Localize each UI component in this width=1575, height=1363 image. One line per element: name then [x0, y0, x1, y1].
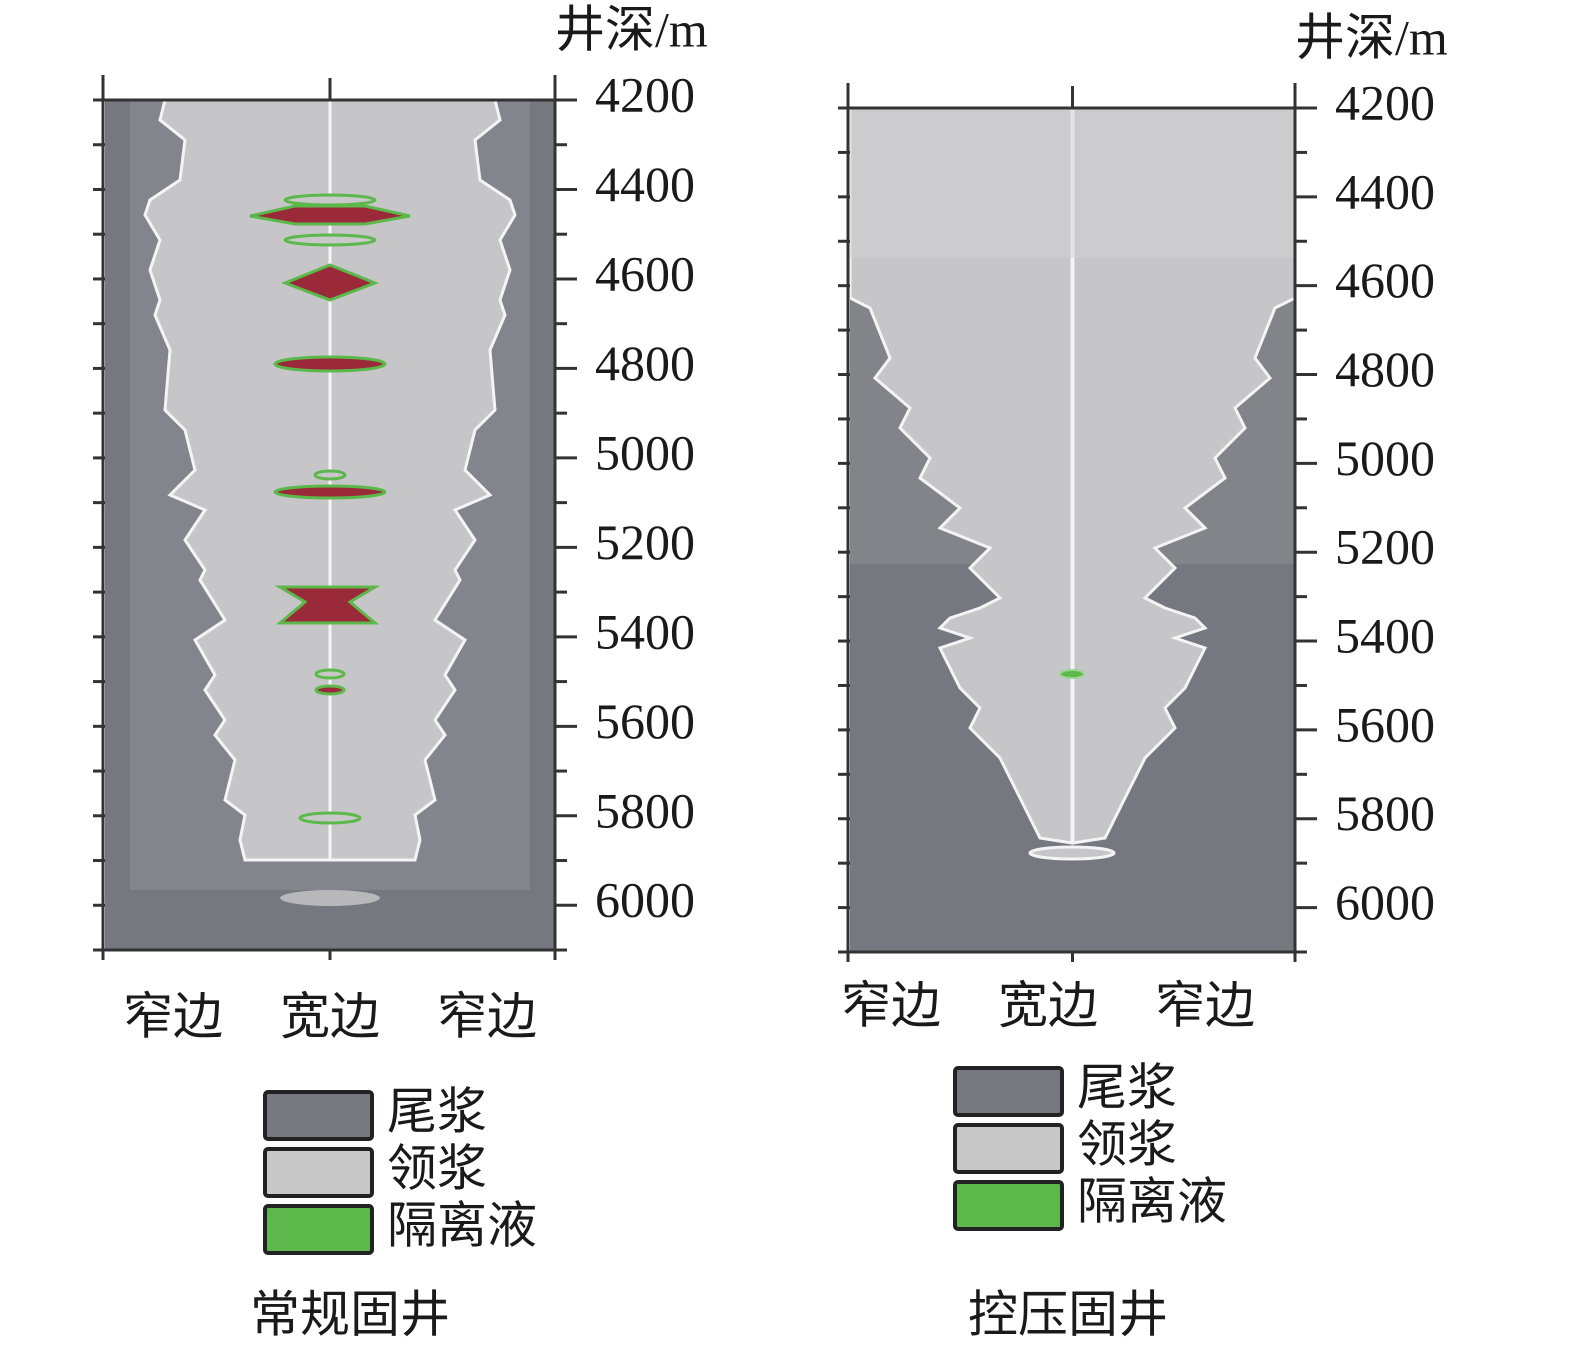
- legend-label: 领浆: [387, 1140, 487, 1196]
- chart-title: 控压固井: [968, 1286, 1168, 1342]
- field-left: [105, 98, 555, 950]
- y-axis-label: 井深/m: [1295, 9, 1448, 65]
- x-tick-label: 窄边: [841, 978, 941, 1034]
- y-tick-label: 5200: [595, 514, 695, 570]
- y-tick-label: 6000: [1335, 874, 1435, 930]
- y-tick-label: 4200: [595, 66, 695, 122]
- y-axis-label: 井深/m: [555, 1, 708, 57]
- y-tick-label: 4800: [595, 335, 695, 391]
- y-tick-label: 4400: [1335, 163, 1435, 219]
- legend-swatch: [953, 1123, 1064, 1174]
- y-tick-label: 6000: [595, 872, 695, 928]
- y-tick-label: 5400: [1335, 608, 1435, 664]
- field-right: [848, 106, 1297, 952]
- y-tick-label: 4200: [1335, 74, 1435, 130]
- legend-label: 隔离液: [1077, 1173, 1227, 1229]
- legend-swatch: [263, 1204, 374, 1255]
- legend-label: 领浆: [1077, 1116, 1177, 1172]
- legend-label: 尾浆: [1077, 1059, 1177, 1115]
- x-tick-label: 窄边: [123, 988, 223, 1044]
- y-tick-label: 5600: [595, 693, 695, 749]
- y-tick-label: 5000: [595, 424, 695, 480]
- y-tick-label: 5800: [595, 782, 695, 838]
- chart-title: 常规固井: [250, 1286, 450, 1342]
- legend-swatch: [263, 1090, 374, 1141]
- y-tick-label: 5800: [1335, 785, 1435, 841]
- y-tick-label: 5000: [1335, 430, 1435, 486]
- legend-swatch: [953, 1180, 1064, 1231]
- y-tick-label: 4400: [595, 156, 695, 212]
- y-tick-label: 5200: [1335, 519, 1435, 575]
- legend-swatch: [953, 1066, 1064, 1117]
- legend-label: 尾浆: [387, 1083, 487, 1139]
- y-tick-label: 5600: [1335, 696, 1435, 752]
- y-tick-label: 4600: [595, 245, 695, 301]
- legend-label: 隔离液: [387, 1197, 537, 1253]
- y-tick-label: 5400: [595, 603, 695, 659]
- y-tick-label: 4600: [1335, 252, 1435, 308]
- x-tick-label: 宽边: [998, 978, 1098, 1034]
- x-tick-label: 窄边: [437, 988, 537, 1044]
- x-tick-label: 宽边: [280, 988, 380, 1044]
- y-tick-label: 4800: [1335, 341, 1435, 397]
- legend-swatch: [263, 1147, 374, 1198]
- x-tick-label: 窄边: [1155, 978, 1255, 1034]
